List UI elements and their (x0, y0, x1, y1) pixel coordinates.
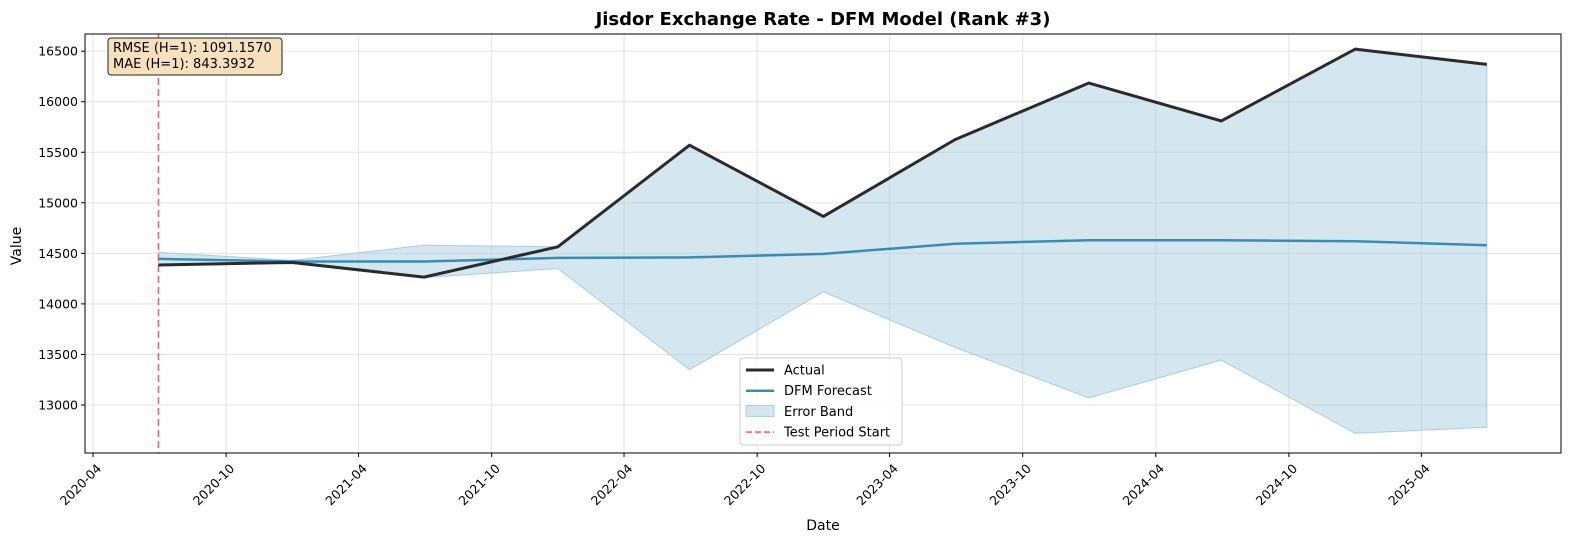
x-tick-label: 2020-10 (190, 461, 238, 509)
y-tick-label: 16500 (38, 44, 78, 59)
y-axis-label: Value (9, 227, 25, 265)
y-tick-label: 14500 (38, 246, 78, 261)
x-tick-label: 2023-10 (986, 461, 1034, 509)
y-tick-label: 16000 (38, 94, 78, 109)
y-tick-label: 13000 (38, 397, 78, 412)
legend-entry-actual: Actual (784, 364, 825, 379)
y-tick-label: 15000 (38, 195, 78, 210)
x-tick-label: 2025-04 (1385, 461, 1433, 509)
stats-box (107, 37, 283, 76)
chart-title: Jisdor Exchange Rate - DFM Model (Rank #… (594, 9, 1051, 30)
legend-entry-test-start: Test Period Start (783, 426, 890, 441)
rmse-text: RMSE (H=1): 1091.1570 (113, 41, 272, 56)
y-tick-label: 15500 (38, 145, 78, 160)
x-tick-label: 2021-04 (322, 461, 370, 509)
x-tick-label: 2021-10 (455, 461, 503, 509)
x-tick-label: 2023-04 (853, 461, 901, 509)
legend: Actual DFM Forecast Error Band Test Period … (739, 357, 903, 446)
x-axis-label: Date (806, 518, 839, 534)
legend-entry-error-band: Error Band (784, 405, 853, 420)
y-tick-label: 13500 (38, 347, 78, 362)
x-tick-label: 2024-04 (1120, 461, 1168, 509)
plot-frame (84, 33, 1562, 454)
x-tick-label: 2020-04 (57, 461, 105, 509)
plot-area: 13000 13500 14000 14500 15000 15500 16000 16500… (38, 33, 1562, 509)
legend-box (739, 357, 903, 446)
legend-entry-error-band-swatch (745, 404, 775, 417)
y-tick-label: 14000 (38, 296, 78, 311)
x-tick-label: 2022-04 (588, 461, 636, 509)
mae-text: MAE (H=1): 843.3932 (113, 57, 255, 72)
x-tick-label: 2024-10 (1253, 461, 1301, 509)
x-tick-label: 2022-10 (721, 461, 769, 509)
legend-entry-forecast: DFM Forecast (784, 384, 872, 399)
